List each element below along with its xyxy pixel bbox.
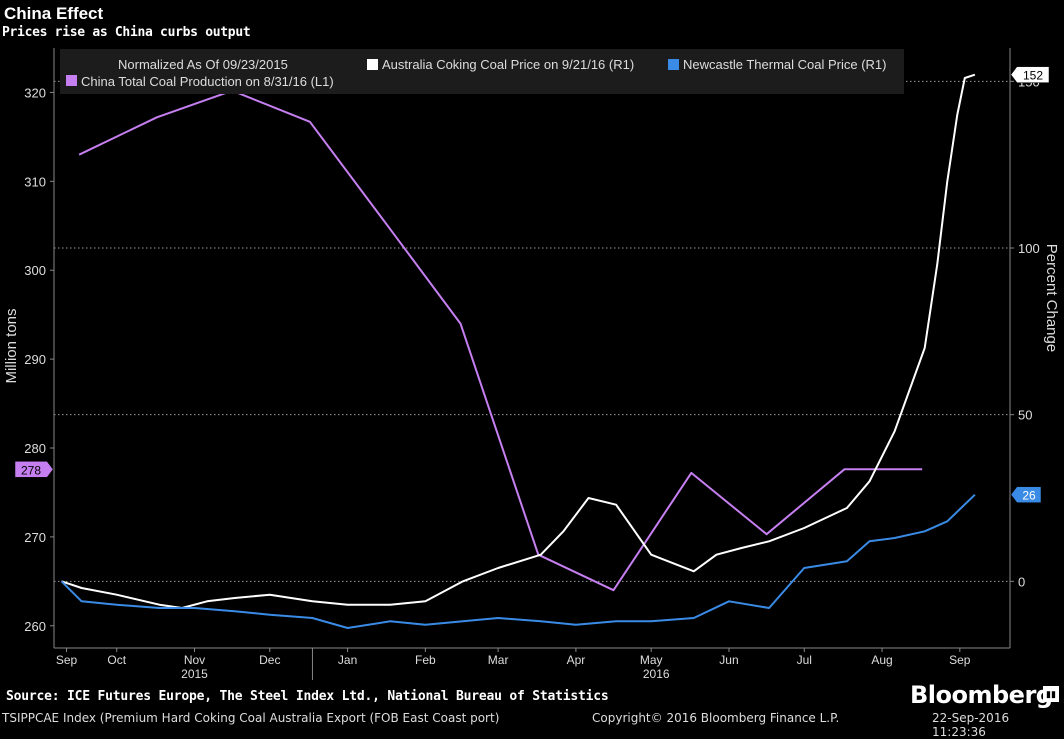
chart-subtitle: Prices rise as China curbs output: [2, 25, 251, 40]
ticker-description: TSIPPCAE Index (Premium Hard Coking Coal…: [2, 711, 500, 725]
y-left-tick-label: 270: [24, 530, 46, 545]
legend-label-newcastle: Newcastle Thermal Coal Price (R1): [683, 57, 887, 72]
newcastle-last-value-label-bg: [1010, 486, 1042, 503]
x-tick-label: Jul: [797, 653, 812, 667]
x-tick-label: Feb: [415, 653, 436, 667]
x-tick-label: Nov: [184, 653, 205, 667]
bloomberg-logo: Bloomberg: [910, 681, 1053, 709]
x-tick-label: Apr: [567, 653, 586, 667]
coking-last-value-label: 152: [1023, 69, 1043, 83]
y-left-tick-label: 310: [24, 174, 46, 189]
bottom-bar: TSIPPCAE Index (Premium Hard Coking Coal…: [0, 710, 1064, 739]
year-label: 2015: [181, 667, 208, 681]
y-left-tick-label: 260: [24, 619, 46, 634]
y-left-axis-title: Million tons: [3, 308, 20, 383]
legend-swatch-newcastle: [668, 59, 679, 70]
legend-swatch-china: [66, 75, 77, 86]
x-tick-label: Jan: [338, 653, 357, 667]
y-right-tick-label: 0: [1018, 574, 1025, 589]
y-left-tick-label: 320: [24, 85, 46, 100]
x-tick-label: Jun: [719, 653, 738, 667]
legend-box: [60, 49, 904, 94]
y-right-axis-title: Percent Change: [1043, 244, 1060, 352]
china-last-value-label: 278: [21, 463, 41, 477]
x-tick-label: Oct: [107, 653, 126, 667]
x-tick-label: Aug: [871, 653, 892, 667]
x-tick-label: Sep: [56, 653, 78, 667]
chart-title: China Effect: [4, 4, 104, 23]
x-tick-label: May: [640, 653, 663, 667]
source-note: Source: ICE Futures Europe, The Steel In…: [6, 689, 609, 704]
x-tick-label: Mar: [488, 653, 509, 667]
y-right-tick-label: 50: [1018, 408, 1032, 423]
timestamp: 22-Sep-2016 11:23:36: [932, 711, 1010, 739]
newcastle-coal-line: [60, 493, 976, 629]
bloomberg-terminal-icon: ▮▮: [1043, 686, 1059, 702]
year-label: 2016: [643, 667, 670, 681]
x-tick-label: Dec: [259, 653, 280, 667]
y-left-tick-label: 280: [24, 441, 46, 456]
x-tick-label: Sep: [949, 653, 971, 667]
y-left-tick-label: 290: [24, 352, 46, 367]
y-right-tick-label: 100: [1018, 241, 1040, 256]
china-last-value-label-bg: [14, 461, 54, 478]
copyright-text: Copyright© 2016 Bloomberg Finance L.P.: [592, 711, 840, 725]
legend-label-china: China Total Coal Production on 8/31/16 (…: [81, 74, 334, 89]
coking-last-value-label-bg: [1010, 66, 1050, 83]
legend-label-coking: Australia Coking Coal Price on 9/21/16 (…: [382, 57, 634, 72]
y-left-tick-label: 300: [24, 263, 46, 278]
coking-coal-line: [61, 73, 976, 609]
newcastle-last-value-label: 26: [1022, 489, 1036, 503]
chart-canvas: 260270280290300310320050100150Million to…: [3, 48, 1060, 681]
legend-header: Normalized As Of 09/23/2015: [118, 57, 288, 72]
legend-swatch-coking: [367, 59, 378, 70]
china-production-line: [78, 89, 923, 592]
